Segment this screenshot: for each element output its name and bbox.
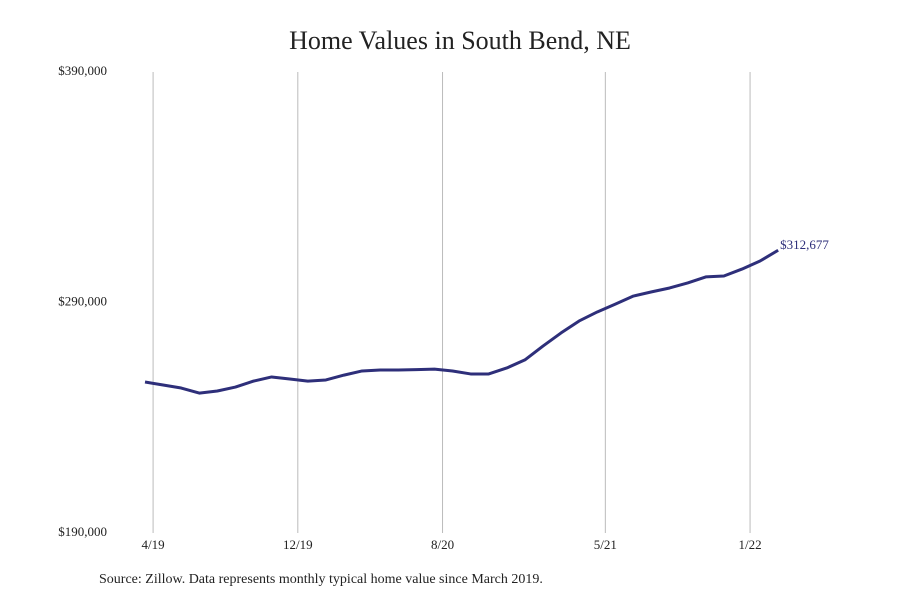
chart-title: Home Values in South Bend, NE bbox=[289, 26, 631, 55]
x-tick-label: 5/21 bbox=[594, 537, 617, 552]
x-tick-label: 4/19 bbox=[142, 537, 165, 552]
y-tick-label: $190,000 bbox=[58, 524, 107, 539]
source-note: Source: Zillow. Data represents monthly … bbox=[99, 572, 543, 587]
y-tick-label: $290,000 bbox=[58, 293, 107, 308]
data-label: $312,677 bbox=[780, 237, 829, 252]
line-series bbox=[144, 248, 779, 395]
x-tick-label: 8/20 bbox=[431, 537, 454, 552]
x-tick-label: 1/22 bbox=[738, 537, 761, 552]
y-tick-label: $390,000 bbox=[58, 63, 107, 78]
x-tick-label: 12/19 bbox=[283, 537, 313, 552]
